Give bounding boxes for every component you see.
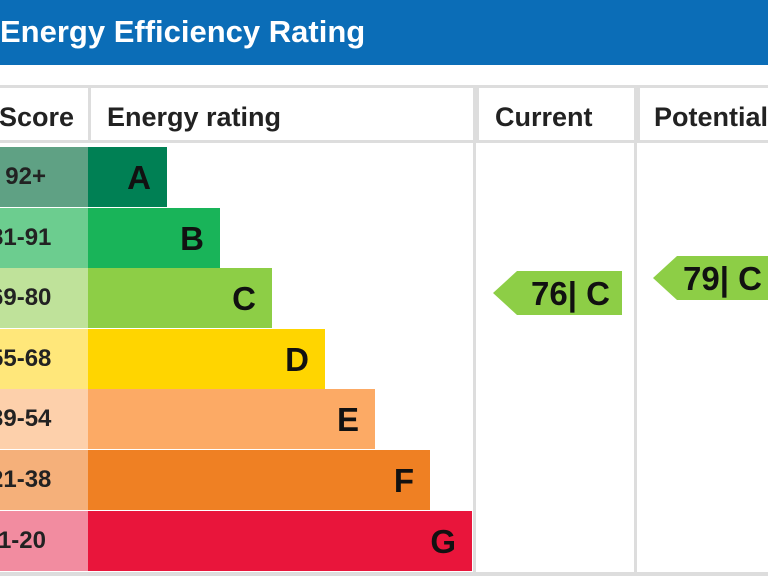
divider [473,85,476,576]
column-header: Potential [637,85,768,143]
band-score: 81-91 [0,207,88,268]
column-header: Score [0,85,88,143]
divider [634,85,637,576]
header-title: Energy Efficiency Rating [0,0,768,65]
band-bar: E [88,389,375,450]
bottom-border [0,572,768,576]
band-bar: F [88,450,430,510]
band-score: 1-20 [0,510,88,571]
band-bar: G [88,510,472,571]
band-bar: B [88,207,220,268]
band-bar: D [88,328,325,389]
potential-rating: 79| C [653,256,768,300]
band-score: 55-68 [0,328,88,389]
band-bar: A [88,147,167,207]
column-header: Current [476,85,637,143]
band-score: 21-38 [0,450,88,510]
column-header: Energy rating [88,85,476,143]
current-rating: 76| C [493,271,622,315]
band-bar: C [88,268,272,329]
band-score: 92+ [0,147,88,207]
band-score: 69-80 [0,268,88,329]
band-score: 39-54 [0,389,88,450]
